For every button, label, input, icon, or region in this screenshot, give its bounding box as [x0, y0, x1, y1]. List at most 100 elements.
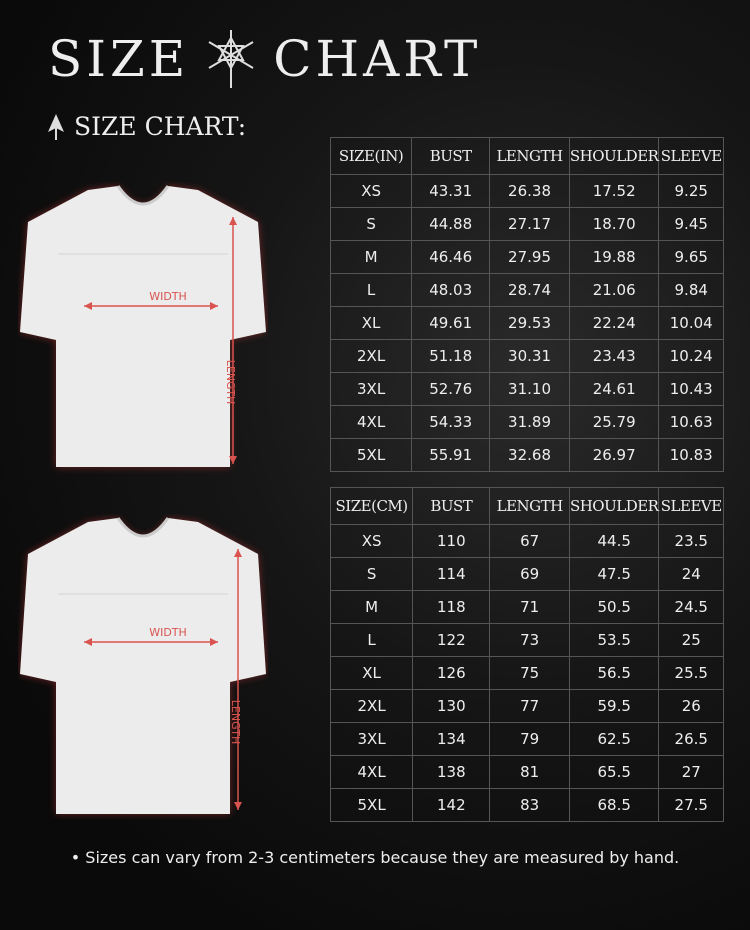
table-cell: 138: [412, 755, 491, 789]
table-cell: 24.5: [658, 590, 724, 624]
column-header: SIZE(IN): [329, 137, 413, 175]
table-row: XL 49.61 29.53 22.24 10.04: [329, 306, 724, 340]
table-row: M 118 71 50.5 24.5: [329, 590, 724, 624]
table-cell: 50.5: [568, 590, 660, 624]
table-cell: 31.10: [489, 372, 570, 406]
table-cell: 114: [412, 557, 491, 591]
table-cell: 25.5: [658, 656, 724, 690]
table-cell: 83: [489, 788, 570, 822]
table-cell: 24.61: [568, 372, 660, 406]
table-cell: 26.5: [658, 722, 724, 756]
table-cell: 31.89: [489, 405, 570, 439]
table-cell: 2XL: [329, 339, 413, 373]
table-row: L 122 73 53.5 25: [329, 623, 724, 657]
table-cell: 110: [412, 524, 491, 558]
gothic-star-icon: [208, 30, 254, 88]
column-header: SLEEVE: [658, 137, 724, 175]
column-header: SHOULDER: [568, 137, 660, 175]
table-cell: 9.25: [658, 174, 724, 208]
table-cell: 10.83: [658, 438, 724, 472]
column-header: SHOULDER: [568, 487, 660, 525]
section-heading: SIZE CHART:: [48, 112, 246, 141]
length-label: LENGTH: [224, 360, 237, 404]
table-cell: L: [329, 273, 413, 307]
table-cell: 22.24: [568, 306, 660, 340]
table-cell: 69: [489, 557, 570, 591]
section-heading-text: SIZE CHART:: [74, 112, 247, 141]
table-cell: 126: [412, 656, 491, 690]
table-cell: 71: [489, 590, 570, 624]
table-cell: 43.31: [411, 174, 491, 208]
table-cell: XS: [329, 174, 413, 208]
width-label: WIDTH: [149, 626, 187, 639]
table-cell: 56.5: [568, 656, 660, 690]
table-cell: 77: [489, 689, 570, 723]
table-cell: 23.43: [568, 339, 660, 373]
measurement-note: • Sizes can vary from 2-3 centimeters be…: [70, 848, 680, 867]
table-cell: 25: [658, 623, 724, 657]
table-cell: 46.46: [411, 240, 491, 274]
table-cell: 21.06: [568, 273, 660, 307]
table-cell: 19.88: [568, 240, 660, 274]
table-cell: 122: [412, 623, 491, 657]
table-cell: XL: [329, 306, 413, 340]
column-header: BUST: [412, 487, 491, 525]
column-header: BUST: [411, 137, 491, 175]
table-cell: 17.52: [568, 174, 660, 208]
table-row: L 48.03 28.74 21.06 9.84: [329, 273, 724, 307]
title-size: SIZE: [48, 30, 190, 88]
column-header: SLEEVE: [658, 487, 724, 525]
table-cell: 55.91: [411, 438, 491, 472]
table-cell: 54.33: [411, 405, 491, 439]
table-cell: 68.5: [568, 788, 660, 822]
column-header: LENGTH: [489, 137, 570, 175]
table-cell: 24: [658, 557, 724, 591]
table-cell: 48.03: [411, 273, 491, 307]
table-cell: 51.18: [411, 339, 491, 373]
table-cell: 47.5: [568, 557, 660, 591]
title-chart: CHART: [273, 30, 482, 88]
table-cell: 9.65: [658, 240, 724, 274]
table-row: XL 126 75 56.5 25.5: [329, 656, 724, 690]
table-cell: 2XL: [329, 689, 414, 723]
table-cell: 4XL: [329, 405, 413, 439]
table-cell: L: [329, 623, 414, 657]
shirt-diagram-cm: WIDTH LENGTH: [20, 517, 266, 814]
table-cell: M: [329, 240, 413, 274]
table-cell: 26.38: [489, 174, 570, 208]
table-cell: 27.17: [489, 207, 570, 241]
table-row: 3XL 52.76 31.10 24.61 10.43: [329, 372, 724, 406]
table-cell: S: [329, 557, 414, 591]
table-cell: 59.5: [568, 689, 660, 723]
table-row: S 114 69 47.5 24: [329, 557, 724, 591]
table-row: XS 43.31 26.38 17.52 9.25: [329, 174, 724, 208]
table-cell: 142: [412, 788, 491, 822]
table-cell: 3XL: [329, 372, 413, 406]
table-cell: 44.5: [568, 524, 660, 558]
table-cell: S: [329, 207, 413, 241]
table-cell: 18.70: [568, 207, 660, 241]
table-cell: 25.79: [568, 405, 660, 439]
table-row: 2XL 130 77 59.5 26: [329, 689, 724, 723]
table-cell: 32.68: [489, 438, 570, 472]
table-cell: 65.5: [568, 755, 660, 789]
table-cell: M: [329, 590, 414, 624]
table-cell: 26: [658, 689, 724, 723]
arrowhead-icon: [48, 113, 64, 140]
table-cell: 53.5: [568, 623, 660, 657]
table-cell: 75: [489, 656, 570, 690]
table-row: S 44.88 27.17 18.70 9.45: [329, 207, 724, 241]
table-cell: 4XL: [329, 755, 414, 789]
table-cell: 28.74: [489, 273, 570, 307]
table-cell: 9.84: [658, 273, 724, 307]
table-cell: 9.45: [658, 207, 724, 241]
table-row: 3XL 134 79 62.5 26.5: [329, 722, 724, 756]
table-cell: 30.31: [489, 339, 570, 373]
length-label: LENGTH: [229, 700, 242, 744]
table-cell: 81: [489, 755, 570, 789]
width-label: WIDTH: [149, 290, 187, 303]
table-cell: 23.5: [658, 524, 724, 558]
table-cell: 73: [489, 623, 570, 657]
table-cell: XS: [329, 524, 414, 558]
table-cell: 5XL: [329, 788, 414, 822]
